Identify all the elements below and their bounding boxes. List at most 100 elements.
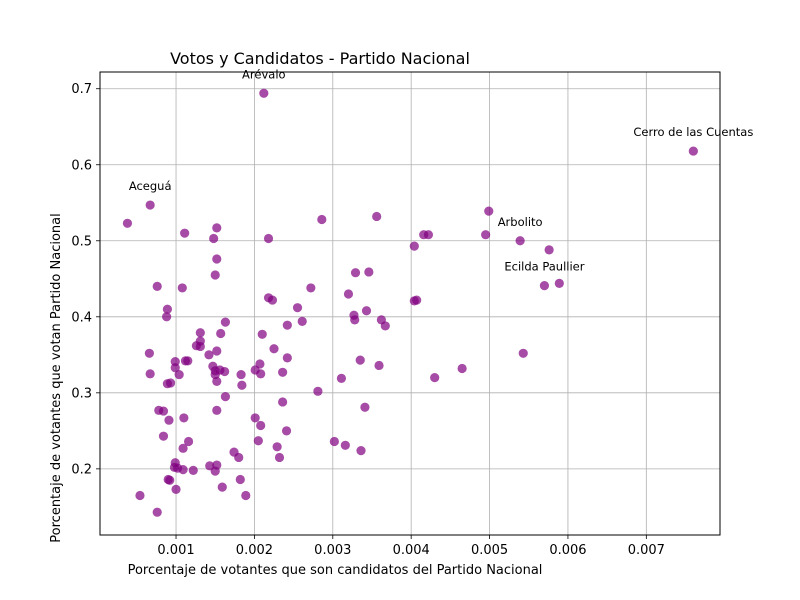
data-point (355, 355, 365, 365)
chart-title: Votos y Candidatos - Partido Nacional (170, 49, 470, 68)
data-point (179, 413, 189, 423)
data-point (297, 316, 307, 326)
x-tick-label: 0.005 (471, 543, 508, 558)
data-point (212, 405, 222, 415)
data-point (178, 443, 188, 453)
x-tick-label: 0.002 (236, 543, 273, 558)
data-point (313, 386, 323, 396)
data-point (162, 312, 172, 322)
data-point (457, 363, 467, 374)
y-axis-ticks: 0.2 0.3 0.4 0.5 0.6 0.7 (71, 82, 100, 477)
grid-lines (100, 72, 720, 535)
data-point (292, 303, 303, 313)
data-point (212, 346, 222, 356)
data-point (171, 484, 181, 494)
plot-area-frame (99, 71, 721, 536)
y-tick-label: 0.2 (71, 462, 92, 477)
data-point (343, 289, 354, 299)
data-point (688, 146, 698, 156)
data-point (195, 341, 205, 352)
data-point (209, 233, 219, 244)
data-point (164, 415, 174, 425)
x-tick-label: 0.004 (393, 543, 430, 558)
point-annotation: Arbolito (498, 215, 543, 229)
y-tick-label: 0.6 (71, 158, 92, 173)
data-point (269, 344, 279, 354)
data-point (217, 482, 227, 492)
data-point (158, 406, 169, 416)
data-point (195, 328, 205, 338)
data-point (409, 241, 419, 251)
data-point (544, 245, 554, 255)
data-point (481, 230, 491, 240)
data-point (282, 353, 292, 363)
x-tick-label: 0.007 (628, 543, 665, 558)
data-point (364, 267, 374, 277)
y-tick-label: 0.5 (71, 234, 92, 249)
point-annotation: Ecilda Paullier (504, 260, 584, 274)
data-point (515, 236, 525, 246)
data-point (210, 466, 220, 476)
data-point (183, 356, 193, 366)
data-point (122, 218, 133, 228)
data-point (263, 233, 274, 244)
data-point (212, 223, 222, 233)
data-point (412, 295, 422, 305)
y-axis-title: Porcentaje de votantes que votan Partido… (49, 213, 64, 542)
data-point (430, 373, 440, 383)
x-tick-label: 0.006 (549, 543, 586, 558)
data-point (518, 348, 528, 358)
data-point (317, 214, 327, 225)
data-point (306, 283, 316, 293)
data-point (135, 490, 145, 501)
point-annotation: Cerro de las Cuentas (633, 125, 753, 139)
data-point (380, 321, 390, 331)
y-tick-label: 0.3 (71, 386, 92, 401)
data-point (152, 281, 162, 291)
data-point (170, 363, 180, 373)
x-tick-label: 0.003 (314, 543, 351, 558)
point-annotations: Arévalo Cerro de las Cuentas Aceguá Arbolit… (129, 67, 754, 273)
x-axis-title: Porcentaje de votantes que son candidato… (128, 563, 543, 578)
data-point (282, 320, 292, 330)
data-point (360, 402, 370, 412)
data-point (152, 507, 162, 517)
data-point (145, 200, 155, 210)
data-points (122, 88, 698, 517)
data-point (350, 315, 360, 325)
data-point (484, 206, 494, 216)
data-point (236, 369, 246, 380)
data-point (250, 413, 260, 423)
data-point (177, 283, 187, 293)
data-point (278, 367, 288, 377)
data-point (220, 392, 231, 402)
data-point (274, 452, 285, 463)
data-point (178, 465, 188, 475)
data-point (267, 295, 278, 305)
data-point (220, 366, 230, 377)
data-point (145, 369, 155, 379)
data-point (361, 306, 372, 316)
data-point (340, 440, 350, 450)
data-point (188, 465, 198, 475)
data-point (210, 369, 220, 380)
data-point (539, 281, 550, 291)
data-point (281, 426, 292, 436)
data-point (212, 376, 222, 387)
data-point (183, 436, 194, 447)
data-point (237, 380, 247, 390)
data-point (235, 474, 245, 485)
x-tick-label: 0.001 (157, 543, 194, 558)
data-point (165, 475, 175, 485)
data-point (204, 350, 214, 360)
data-point (554, 278, 564, 288)
data-point (220, 317, 231, 327)
data-point (374, 360, 384, 371)
data-point (256, 420, 266, 431)
point-annotation: Aceguá (129, 179, 172, 193)
data-point (423, 230, 434, 240)
data-point (165, 378, 176, 388)
data-point (180, 228, 190, 238)
